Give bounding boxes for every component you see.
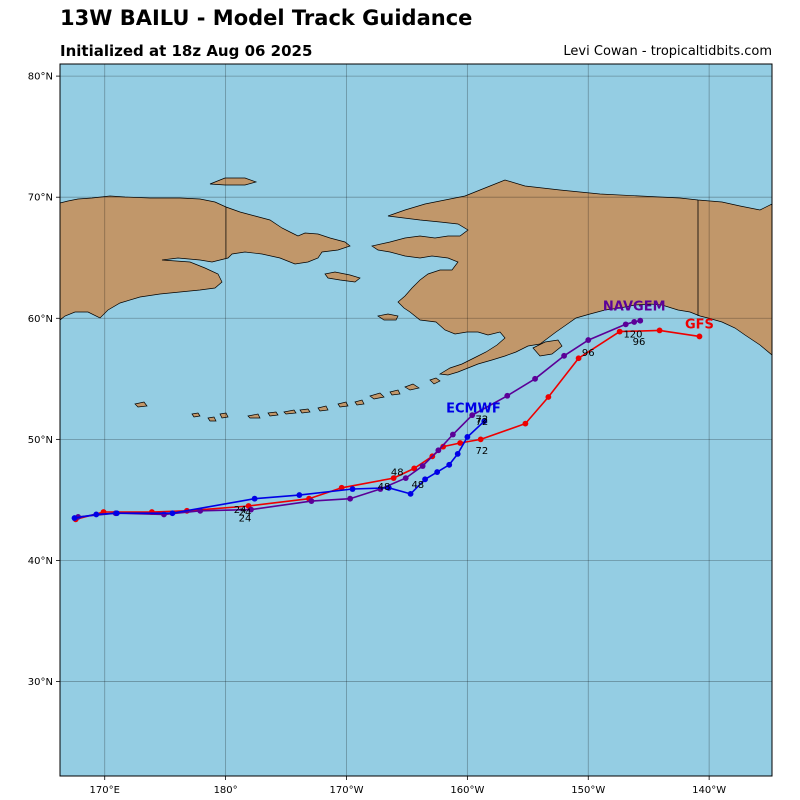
navgem-track-line: [78, 319, 641, 518]
ecmwf-track-point: [169, 510, 176, 517]
page-title: 13W BAILU - Model Track Guidance: [60, 6, 473, 30]
navgem-track-point: [561, 352, 567, 359]
gfs-track-point: [696, 333, 703, 340]
ecmwf-track-point: [251, 495, 258, 502]
navgem-track-point: [435, 447, 442, 454]
lon-tick-label: 180°: [214, 785, 238, 796]
lon-tick-label: 170°W: [330, 785, 364, 796]
gfs-track-point: [575, 355, 582, 362]
credit-text: Levi Cowan - tropicaltidbits.com: [563, 44, 772, 59]
navgem-hour-label: 72: [476, 414, 489, 425]
gfs-track-point: [338, 484, 345, 491]
ecmwf-track-point: [446, 461, 453, 468]
lat-tick-label: 70°N: [28, 193, 53, 204]
wrangel-island: [209, 177, 258, 186]
ecmwf-track-point: [113, 510, 120, 517]
gfs-track-point: [477, 436, 484, 443]
ecmwf-track-point: [422, 476, 428, 483]
lon-axis: 170°E 180° 170°W 160°W 150°W 140°W: [90, 776, 726, 796]
ecmwf-track-point: [349, 486, 356, 492]
ecmwf-track-point: [464, 434, 471, 440]
navgem-track-point: [622, 321, 629, 328]
lat-tick-label: 40°N: [28, 556, 53, 567]
ecmwf-track-point: [385, 484, 392, 491]
gfs-track-point: [457, 440, 464, 446]
navgem-model-label: NAVGEM: [603, 300, 666, 315]
lat-tick-label: 50°N: [28, 435, 53, 446]
alaska-landmass: [371, 179, 772, 376]
navgem-track-point: [402, 475, 409, 482]
gfs-track-point: [545, 394, 552, 400]
map-frame: [59, 63, 773, 777]
lon-tick-label: 160°W: [450, 785, 484, 796]
navgem-track-point: [469, 412, 476, 419]
init-time: Initialized at 18z Aug 06 2025: [60, 42, 313, 60]
navgem-track-point: [532, 375, 538, 382]
gfs-model-label: GFS: [685, 317, 714, 332]
lat-axis: 30°N 40°N 50°N 60°N 70°N 80°N: [28, 72, 60, 688]
nunivak-island: [377, 313, 399, 321]
navgem-track-point: [248, 506, 254, 513]
gfs-hour-label: 96: [633, 337, 646, 348]
lon-tick-label: 150°W: [571, 785, 605, 796]
gfs-track-point: [656, 327, 663, 334]
lat-tick-label: 80°N: [28, 72, 53, 83]
aleutian-islands: [134, 377, 441, 422]
ecmwf-track-point: [454, 451, 461, 457]
gfs-track-point: [522, 420, 529, 427]
navgem-track-point: [631, 319, 638, 325]
ecmwf-track-point: [407, 490, 414, 497]
gfs-hour-label: 48: [378, 482, 391, 493]
lon-tick-label: 170°E: [90, 785, 120, 796]
gfs-hour-label: 72: [476, 446, 489, 457]
siberia-landmass: [60, 195, 351, 321]
navgem-hour-label: 24: [239, 508, 252, 519]
gfs-track-point: [440, 443, 447, 450]
land-layer: [60, 177, 772, 422]
tracks-layer: [71, 317, 703, 523]
gfs-track-point: [411, 465, 418, 472]
navgem-track-point: [585, 337, 592, 343]
gfs-track-point: [616, 328, 623, 335]
navgem-track-point: [197, 507, 204, 514]
navgem-track-point: [419, 463, 426, 469]
gfs-track-point: [390, 475, 397, 482]
ecmwf-track-point: [93, 511, 100, 518]
navgem-track-point: [637, 317, 644, 324]
gfs-hour-label: 24: [239, 514, 252, 525]
ecmwf-track-point: [434, 469, 441, 475]
navgem-track-point: [504, 392, 511, 399]
navgem-track-point: [449, 431, 456, 438]
navgem-track-point: [347, 495, 354, 502]
ocean-background: [60, 64, 772, 776]
ecmwf-hour-label: 48: [411, 480, 424, 491]
lon-tick-label: 140°W: [692, 785, 726, 796]
ecmwf-model-label: ECMWF: [446, 402, 501, 417]
st-lawrence-island: [324, 271, 361, 283]
navgem-hour-label: 120: [623, 330, 642, 341]
kodiak-island: [532, 339, 563, 357]
navgem-hour-label: 48: [391, 468, 404, 479]
ecmwf-hour-label: 24: [234, 505, 247, 516]
lat-tick-label: 30°N: [28, 677, 53, 688]
ecmwf-hour-label: 72: [476, 417, 489, 428]
lat-tick-label: 60°N: [28, 314, 53, 325]
ecmwf-track-point: [71, 515, 78, 521]
ecmwf-track-point: [296, 492, 303, 498]
navgem-track-point: [308, 498, 315, 505]
navgem-hour-label: 96: [582, 348, 595, 359]
ecmwf-track-point: [481, 418, 488, 425]
